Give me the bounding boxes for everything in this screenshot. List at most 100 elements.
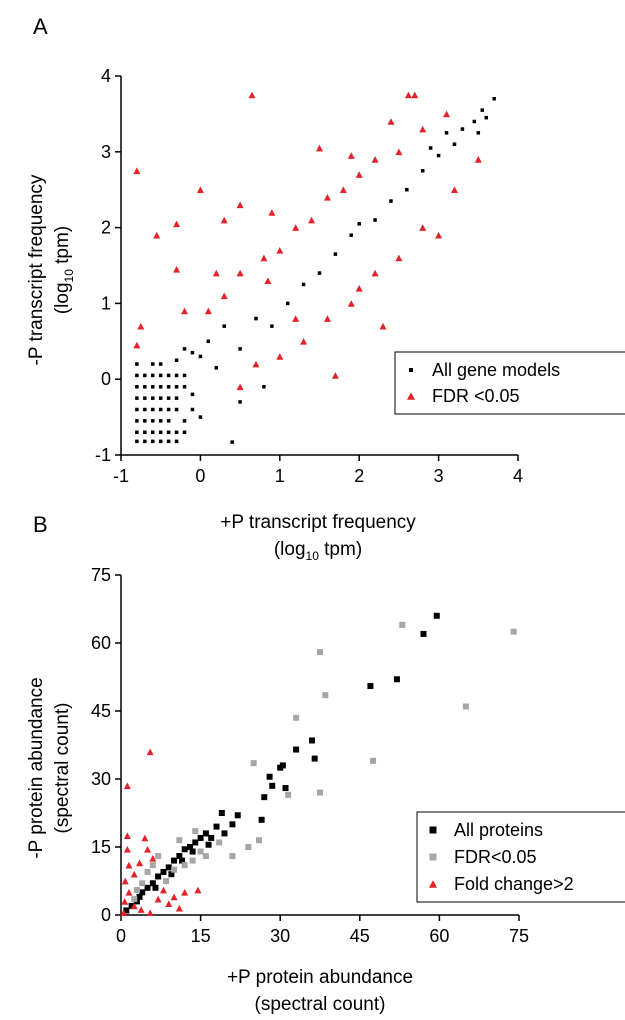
panel-a-point-s0 [174,385,179,389]
panel-b-point-s1 [399,621,406,628]
panel-a-point-s0 [143,430,147,435]
panel-b-triangle-s2 [154,895,162,903]
panel-a-x-tick-label: 3 [434,466,444,486]
panel-a-triangle-s1 [268,209,276,216]
panel-b-triangle-s2 [170,893,178,901]
panel-a-triangle-s1 [308,216,316,224]
panel-a-triangle-s1 [236,201,244,209]
panel-b-point-s0 [229,821,236,828]
panel-a-triangle-s1 [395,254,403,262]
panel-a-point-s0 [174,439,179,444]
panel-a-triangle-s1 [379,322,387,330]
panel-a-xlabel-line2: (log10 tpm) [274,539,362,563]
panel-b-point-s0 [309,737,316,744]
panel-b-y-tick-label: 45 [91,701,111,721]
panel-a-triangle-s1 [323,193,331,201]
panel-b-triangle-s2 [120,909,128,917]
panel-b-point-s0 [192,839,199,846]
panel-a-triangle-s1 [331,372,339,379]
panel-a-triangle-s1 [248,91,256,99]
panel-a-point-s0 [182,347,187,351]
panel-a-triangle-s1 [220,216,228,224]
panel-a-triangle-s1 [153,231,161,239]
panel-b-ylabel-line1: -P protein abundance [26,677,47,858]
panel-b-triangle-s2 [149,855,157,862]
panel-b-point-s0 [218,810,225,816]
panel-b-x-tick-label: 60 [429,926,449,946]
panel-a-triangle-s1 [355,171,363,178]
panel-b-point-s0 [367,683,374,690]
panel-b-y-tick-label: 15 [91,837,111,857]
panel-b-point-s1 [322,692,329,699]
panel-a-triangle-s1 [173,220,181,228]
panel-a-point-s0 [182,430,187,435]
panel-b-x-tick-label: 75 [509,926,529,946]
panel-a-point-s0 [389,199,393,203]
panel-a-point-s0 [151,419,155,423]
panel-a-legend [394,351,625,415]
panel-a-legend-marker-1 [407,392,415,400]
panel-b-legend [416,811,625,903]
panel-a-point-s0 [190,407,195,412]
panel-a-y-tick-label: -1 [95,445,111,465]
panel-a-triangle-s1 [371,156,379,163]
panel-a-triangle-s1 [260,254,268,262]
panel-a-triangle-s1 [292,224,300,231]
panel-a-point-s0 [151,396,155,400]
panel-a-point-s0 [484,115,488,120]
panel-a-point-s0 [480,108,485,112]
panel-b-point-s1 [370,757,377,764]
panel-a-triangle-s1 [435,231,443,239]
panel-b-point-s0 [311,755,318,762]
panel-a-point-s0 [158,385,163,389]
panel-b-point-s0 [197,834,204,841]
panel-a-x-tick-label: -1 [113,466,129,486]
panel-a-point-s0 [452,142,457,146]
panel-a-point-s0 [143,407,147,412]
panel-a-point-s0 [166,439,171,444]
panel-b-legend-label-0: All proteins [454,820,543,840]
panel-b-point-s0 [258,816,265,823]
panel-a-point-s0 [158,407,163,412]
panel-b-y-tick-label: 60 [91,633,111,653]
panel-a-point-s0 [135,385,139,389]
panel-b-point-s0 [128,902,135,909]
panel-a-point-s0 [158,419,163,423]
panel-b-point-s0 [266,773,273,780]
panel-b-point-s1 [144,868,151,875]
panel-b-point-s1 [317,649,323,656]
panel-b-triangle-s2 [123,832,131,839]
panel-b-point-s1 [250,760,257,767]
panel-b-point-s0 [168,871,175,878]
panel-a-point-s0 [444,131,449,135]
panel-a-triangle-s1 [133,341,141,349]
panel-a-point-s0 [158,430,163,435]
panel-a-point-s0 [206,339,211,344]
panel-b-triangle-s2 [146,748,154,756]
panel-a-point-s0 [230,440,234,444]
panel-b-legend-label-2: Fold change>2 [454,874,574,894]
panel-b-point-s1 [131,896,138,903]
panel-a-y-tick-label: 0 [101,369,111,389]
panel-a-point-s0 [190,350,195,355]
panel-a-point-s0 [135,362,139,366]
panel-b-point-s0 [179,857,186,864]
panel-a-point-s0 [182,419,187,423]
panel-b-xlabel-line1: +P protein abundance [227,967,413,988]
panel-b-triangle-s2 [181,889,189,896]
panel-a-point-s0 [472,119,477,124]
panel-b-point-s1 [202,853,209,860]
panel-a-point-s0 [349,233,354,237]
panel-a-point-s0 [143,419,147,423]
panel-b-triangle-s2 [121,898,129,905]
panel-a-point-s0 [182,385,187,389]
panel-b-triangle-s2 [165,900,173,907]
panel-a-triangle-s1 [173,265,181,273]
panel-b-point-s0 [221,830,228,837]
panel-a-x-tick-label: 1 [275,466,285,486]
panel-a-point-s0 [476,131,481,135]
panel-b-y-tick-label: 0 [101,905,111,925]
panel-a-point-s0 [182,373,187,378]
panel-a-legend-label-1: FDR <0.05 [432,386,520,406]
